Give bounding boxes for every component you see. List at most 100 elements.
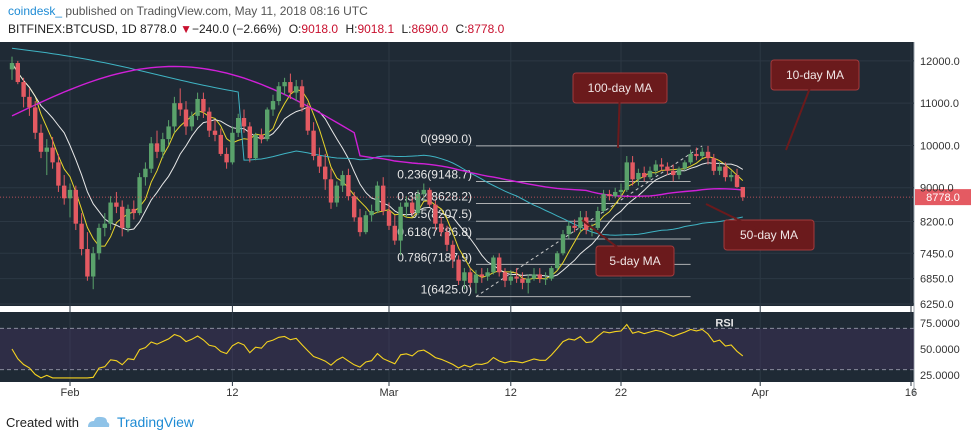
candle-body bbox=[207, 111, 212, 131]
candle-body bbox=[323, 166, 328, 180]
time-axis-tick: 16 bbox=[905, 387, 917, 399]
ma-callout: 5-day MA bbox=[581, 219, 675, 277]
candle-body bbox=[108, 202, 113, 224]
candle-body bbox=[473, 274, 479, 283]
rsi-axis-tick: 75.0000 bbox=[920, 318, 960, 330]
candle bbox=[572, 219, 577, 233]
candle-body bbox=[560, 234, 566, 254]
candle bbox=[352, 191, 357, 222]
candle-body bbox=[398, 206, 403, 241]
candle bbox=[340, 170, 345, 192]
candle bbox=[44, 139, 49, 176]
callout-pointer bbox=[617, 87, 621, 149]
candle-body bbox=[462, 272, 467, 281]
candle-body bbox=[578, 217, 583, 228]
candle-body bbox=[381, 185, 386, 211]
candle bbox=[50, 137, 55, 169]
price-chart[interactable]: 0(9990.0) 0.236(9148.7) 0.382(8628.2) 0.5(8… bbox=[0, 0, 971, 410]
candle bbox=[363, 210, 368, 235]
time-axis-tick: 12 bbox=[226, 387, 238, 399]
candle-body bbox=[566, 225, 571, 235]
fib-level-label: 0.236(9148.7) bbox=[397, 167, 472, 181]
candle bbox=[230, 126, 235, 165]
candle bbox=[659, 158, 664, 171]
candle bbox=[73, 185, 78, 231]
candle-body bbox=[653, 164, 658, 171]
candle bbox=[207, 107, 212, 138]
candle-body bbox=[415, 194, 421, 214]
candle bbox=[21, 77, 26, 108]
candle bbox=[114, 191, 119, 214]
candle-body bbox=[647, 170, 653, 178]
candle bbox=[172, 96, 177, 133]
candle-body bbox=[572, 225, 577, 228]
candle-body bbox=[497, 257, 502, 273]
candle-body bbox=[183, 109, 189, 127]
tradingview-link[interactable]: TradingView bbox=[116, 414, 195, 430]
candle-body bbox=[334, 185, 339, 203]
rsi-axis-tick: 25.0000 bbox=[920, 370, 960, 382]
price-axis-tick: 12000.0 bbox=[920, 56, 960, 68]
candle-body bbox=[543, 278, 548, 280]
candle-body bbox=[56, 162, 61, 186]
candle-body bbox=[456, 259, 461, 281]
publish-line: coindesk_ published on TradingView.com, … bbox=[8, 4, 368, 18]
fib-level-label: 0.5(8207.5) bbox=[411, 207, 472, 221]
last-price-tag-label: 8778.0 bbox=[926, 192, 960, 204]
price-axis-tick: 11000.0 bbox=[920, 98, 959, 110]
candle bbox=[653, 160, 658, 176]
candle bbox=[392, 215, 397, 245]
candle bbox=[473, 270, 479, 294]
candle-body bbox=[96, 227, 102, 254]
candle bbox=[357, 208, 363, 237]
candle bbox=[705, 145, 711, 165]
candle-body bbox=[688, 153, 693, 163]
candle-body bbox=[265, 109, 270, 140]
candle-body bbox=[682, 162, 687, 169]
candle bbox=[624, 156, 629, 192]
callout-label: 50-day MA bbox=[740, 228, 798, 242]
down-arrow-icon: ▼ bbox=[180, 22, 192, 36]
candle bbox=[508, 270, 513, 285]
author-name[interactable]: coindesk_ bbox=[8, 4, 63, 18]
candle bbox=[9, 56, 15, 80]
rsi-label: RSI bbox=[715, 317, 733, 329]
candle bbox=[137, 172, 142, 216]
candle-body bbox=[195, 98, 200, 116]
candle-body bbox=[299, 86, 305, 108]
candle bbox=[676, 166, 682, 180]
last-price: 8778.0 bbox=[140, 22, 177, 36]
candle-body bbox=[44, 147, 49, 152]
candle-body bbox=[729, 175, 734, 178]
candle-body bbox=[671, 170, 676, 176]
candle-body bbox=[259, 134, 264, 140]
candle bbox=[497, 253, 502, 277]
candle bbox=[334, 181, 339, 207]
candle-body bbox=[711, 158, 716, 171]
candle-body bbox=[270, 101, 276, 110]
candle bbox=[317, 147, 322, 173]
candle-body bbox=[21, 82, 26, 97]
candle-body bbox=[450, 244, 455, 260]
candle bbox=[740, 186, 745, 201]
candle-body bbox=[723, 166, 728, 178]
candle bbox=[276, 82, 281, 106]
candle-body bbox=[38, 132, 44, 152]
candle-body bbox=[410, 202, 415, 214]
candle bbox=[160, 132, 165, 159]
candle bbox=[201, 92, 206, 118]
candle-body bbox=[328, 179, 334, 203]
symbol-line: BITFINEX:BTCUSD, 1D 8778.0 ▼−240.0 (−2.6… bbox=[8, 22, 504, 36]
price-axis-tick: 6250.0 bbox=[920, 299, 954, 311]
candle bbox=[131, 200, 136, 220]
candle-body bbox=[224, 153, 229, 163]
candle-body bbox=[50, 147, 55, 163]
candle-body bbox=[9, 63, 15, 70]
candle bbox=[166, 120, 171, 146]
candle bbox=[444, 225, 450, 252]
low-label: L: bbox=[401, 22, 412, 36]
candle-body bbox=[392, 225, 397, 241]
candle-body bbox=[230, 132, 235, 163]
open-label: O: bbox=[288, 22, 302, 36]
candle-body bbox=[508, 276, 513, 281]
